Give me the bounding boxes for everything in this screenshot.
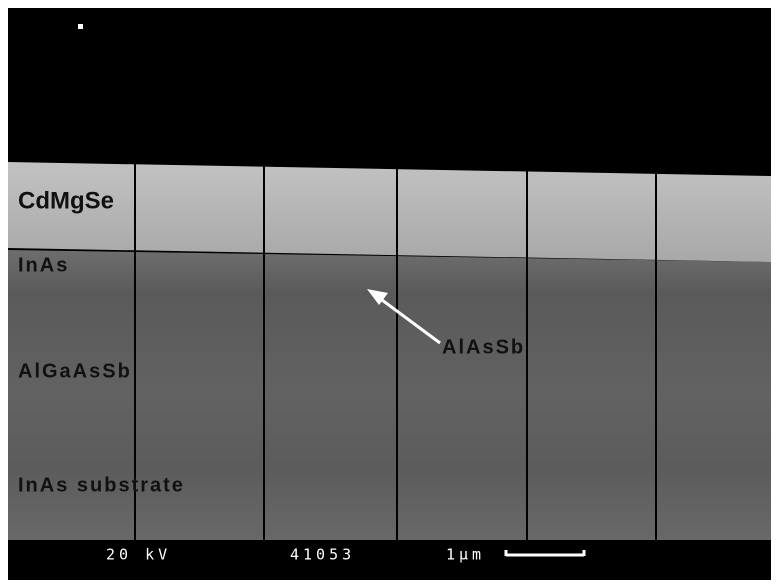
image-id: 41053 [290, 546, 355, 564]
annotation: AlAsSb [442, 336, 525, 358]
cap-layer [8, 162, 771, 262]
layer-label: InAs substrate [18, 474, 185, 496]
layer-label: CdMgSe [18, 187, 114, 214]
speck [78, 24, 83, 29]
scale-label: 1μm [446, 546, 485, 564]
scale-bar [504, 550, 586, 557]
semiconductor-layers [8, 250, 771, 540]
voltage: 20 kV [106, 546, 171, 564]
layer-label: InAs [18, 254, 69, 276]
layer-label: AlGaAsSb [18, 360, 132, 382]
grid-lines [134, 163, 657, 540]
arrow [367, 289, 441, 345]
